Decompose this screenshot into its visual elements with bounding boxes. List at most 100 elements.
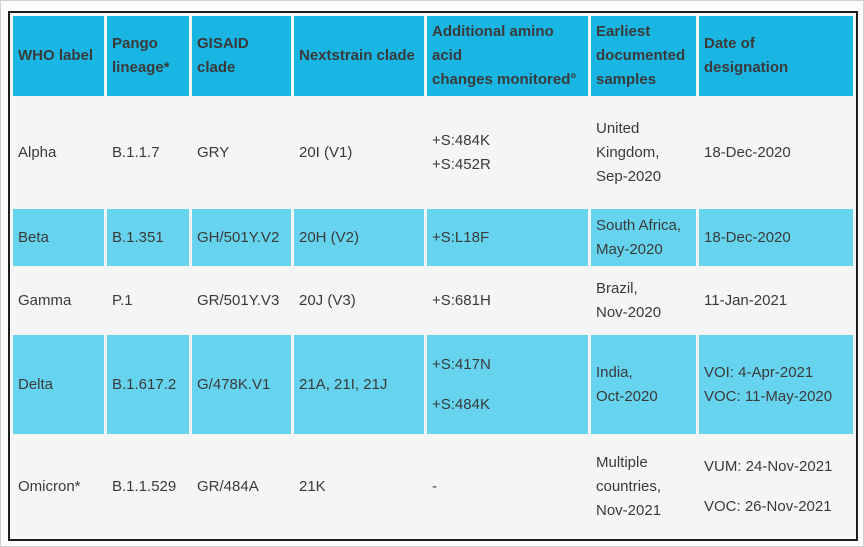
cell-line: India,	[596, 363, 633, 381]
variants-table: WHO label Pango lineage* GISAID clade Nextstr…	[10, 13, 856, 539]
cell-line: +S:484K	[432, 131, 490, 149]
cell-line: +S:452R	[432, 155, 491, 173]
cell-line: lineage*	[112, 59, 170, 76]
cell-line: GISAID	[197, 35, 249, 52]
cell-line: Delta	[18, 375, 54, 393]
column-header-designation-date: Date of designation	[699, 16, 853, 96]
cell-line: B.1.617.2	[112, 375, 177, 393]
cell-line: 20H (V2)	[299, 228, 360, 246]
cell-line: G/478K.V1	[197, 375, 271, 393]
cell-line: P.1	[112, 291, 133, 309]
table-cell-amino-changes: +S:L18F	[427, 209, 588, 266]
table-cell-amino-changes: +S:484K +S:452R	[427, 99, 588, 206]
cell-line: 20J (V3)	[299, 291, 356, 309]
cell-line: VOI: 4-Apr-2021	[704, 363, 814, 381]
column-header-earliest-samples: Earliest documented samples	[591, 16, 696, 96]
table-cell-earliest-samples: Brazil, Nov-2020	[591, 269, 696, 332]
cell-line: VOC: 11-May-2020	[704, 387, 833, 405]
cell-line: designation	[704, 59, 789, 76]
cell-line-gap	[704, 479, 849, 495]
cell-line: WHO label	[18, 47, 94, 64]
table-cell-earliest-samples: India, Oct-2020	[591, 335, 696, 434]
table-cell-who-label: Omicron*	[13, 437, 104, 536]
table-cell-who-label: Beta	[13, 209, 104, 266]
table-cell-nextstrain-clade: 20H (V2)	[294, 209, 424, 266]
table-cell-designation-date: 11-Jan-2021	[699, 269, 853, 332]
table-cell-designation-date: 18-Dec-2020	[699, 209, 853, 266]
cell-line: Multiple	[596, 453, 648, 471]
cell-line: B.1.1.529	[112, 477, 177, 495]
cell-line: GRY	[197, 143, 230, 161]
header-row: WHO label Pango lineage* GISAID clade Nextstr…	[13, 16, 853, 96]
cell-line: documented	[596, 47, 686, 64]
column-header-amino-changes: Additional amino acid changes monitored°	[427, 16, 588, 96]
cell-line: Nov-2020	[596, 303, 662, 321]
cell-line: +S:L18F	[432, 228, 490, 246]
table-cell-pango-lineage: P.1	[107, 269, 189, 332]
cell-line: GH/501Y.V2	[197, 228, 280, 246]
cell-line: GR/484A	[197, 477, 259, 495]
cell-line: +S:681H	[432, 291, 491, 309]
table-cell-designation-date: 18-Dec-2020	[699, 99, 853, 206]
column-header-gisaid-clade: GISAID clade	[192, 16, 291, 96]
table-cell-pango-lineage: B.1.351	[107, 209, 189, 266]
column-header-who-label: WHO label	[13, 16, 104, 96]
cell-line: -	[432, 477, 437, 495]
table-cell-pango-lineage: B.1.1.7	[107, 99, 189, 206]
table-cell-earliest-samples: United Kingdom, Sep-2020	[591, 99, 696, 206]
cell-line: +S:417N	[432, 355, 491, 373]
cell-line: +S:484K	[432, 395, 490, 413]
column-header-pango-lineage: Pango lineage*	[107, 16, 189, 96]
cell-line: Nextstrain clade	[299, 47, 415, 64]
table-cell-gisaid-clade: GR/501Y.V3	[192, 269, 291, 332]
table-cell-who-label: Gamma	[13, 269, 104, 332]
table-cell-earliest-samples: South Africa, May-2020	[591, 209, 696, 266]
column-header-nextstrain-clade: Nextstrain clade	[294, 16, 424, 96]
table-cell-amino-changes: -	[427, 437, 588, 536]
cell-line: acid	[432, 47, 463, 64]
cell-line: 20I (V1)	[299, 143, 353, 161]
table-row: Gamma P.1 GR/501Y.V3 20J (V3) +S:681H Brazil,…	[13, 269, 853, 332]
cell-line: Nov-2021	[596, 501, 662, 519]
cell-line: Pango	[112, 35, 158, 52]
cell-line: South Africa,	[596, 216, 682, 234]
cell-line: Omicron*	[18, 477, 81, 495]
table-cell-pango-lineage: B.1.617.2	[107, 335, 189, 434]
cell-line: 18-Dec-2020	[704, 228, 791, 246]
cell-line: Alpha	[18, 143, 57, 161]
cell-line: Date of	[704, 35, 755, 52]
table-cell-who-label: Delta	[13, 335, 104, 434]
table-cell-nextstrain-clade: 20J (V3)	[294, 269, 424, 332]
table-cell-earliest-samples: Multiple countries, Nov-2021	[591, 437, 696, 536]
table-row: Beta B.1.351 GH/501Y.V2 20H (V2) +S:L18F Sout…	[13, 209, 853, 266]
cell-line: Brazil,	[596, 279, 638, 297]
table-cell-designation-date: VOI: 4-Apr-2021 VOC: 11-May-2020	[699, 335, 853, 434]
table-cell-amino-changes: +S:681H	[427, 269, 588, 332]
cell-line: Earliest	[596, 23, 651, 40]
table-cell-nextstrain-clade: 21A, 21I, 21J	[294, 335, 424, 434]
variants-table-container: WHO label Pango lineage* GISAID clade Nextstr…	[8, 11, 858, 541]
cell-line: B.1.351	[112, 228, 164, 246]
table-cell-pango-lineage: B.1.1.529	[107, 437, 189, 536]
table-cell-amino-changes: +S:417N +S:484K	[427, 335, 588, 434]
cell-line: Kingdom,	[596, 143, 660, 161]
cell-line: VUM: 24-Nov-2021	[704, 457, 833, 475]
cell-line: United	[596, 119, 640, 137]
cell-line: B.1.1.7	[112, 143, 160, 161]
cell-line: GR/501Y.V3	[197, 291, 280, 309]
table-cell-nextstrain-clade: 21K	[294, 437, 424, 536]
cell-line-gap	[432, 377, 584, 393]
cell-line: 11-Jan-2021	[704, 291, 788, 309]
cell-line: Additional amino	[432, 23, 554, 40]
cell-line: VOC: 26-Nov-2021	[704, 497, 832, 515]
cell-line: countries,	[596, 477, 662, 495]
cell-line: Beta	[18, 228, 49, 246]
table-cell-gisaid-clade: GR/484A	[192, 437, 291, 536]
table-cell-nextstrain-clade: 20I (V1)	[294, 99, 424, 206]
table-cell-who-label: Alpha	[13, 99, 104, 206]
table-body: Alpha B.1.1.7 GRY 20I (V1) +S:484K +S:452R Uni…	[13, 99, 853, 536]
cell-line: samples	[596, 71, 657, 88]
table-row: Omicron* B.1.1.529 GR/484A 21K - Multiple coun…	[13, 437, 853, 536]
cell-line: 21A, 21I, 21J	[299, 375, 388, 393]
